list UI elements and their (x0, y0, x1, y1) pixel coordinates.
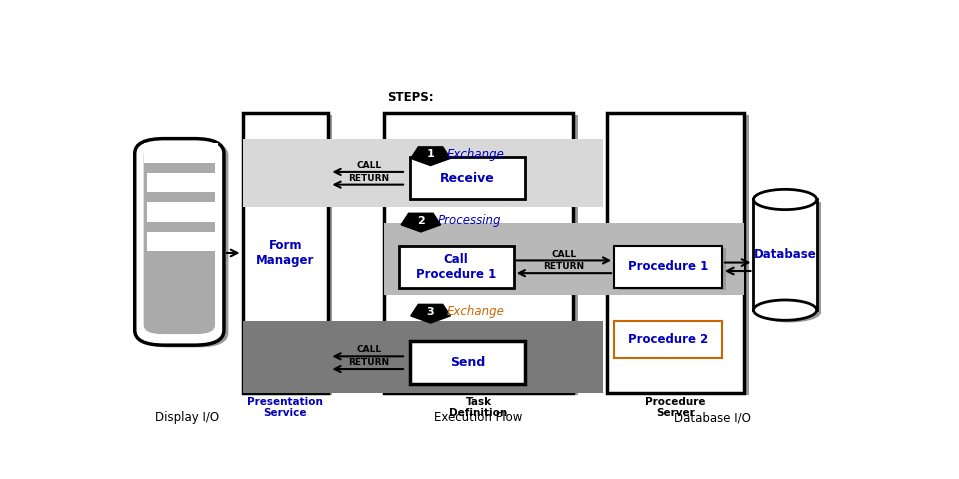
FancyBboxPatch shape (384, 223, 744, 296)
FancyBboxPatch shape (243, 138, 603, 207)
Text: Database I/O: Database I/O (674, 411, 751, 424)
Text: Exchange: Exchange (447, 305, 504, 318)
Text: RETURN: RETURN (348, 358, 389, 367)
Text: Send: Send (450, 356, 485, 369)
FancyBboxPatch shape (147, 173, 215, 192)
FancyBboxPatch shape (409, 342, 525, 384)
FancyBboxPatch shape (384, 113, 573, 393)
Text: STEPS:: STEPS: (387, 91, 434, 103)
Text: Exchange: Exchange (447, 148, 504, 160)
Ellipse shape (758, 302, 821, 322)
FancyBboxPatch shape (614, 321, 722, 358)
Text: Display I/O: Display I/O (154, 411, 219, 424)
Text: 1: 1 (427, 149, 434, 160)
Text: Form
Manager: Form Manager (256, 239, 315, 267)
FancyBboxPatch shape (409, 157, 525, 199)
Text: Call
Procedure 1: Call Procedure 1 (416, 253, 497, 281)
Text: Procedure 1: Procedure 1 (628, 260, 708, 274)
FancyBboxPatch shape (147, 203, 215, 222)
Text: Task
Definition: Task Definition (450, 397, 507, 418)
FancyBboxPatch shape (619, 248, 726, 290)
Text: Execution Flow: Execution Flow (434, 411, 523, 424)
Text: 3: 3 (427, 307, 434, 317)
FancyBboxPatch shape (614, 246, 722, 288)
Text: 2: 2 (417, 216, 425, 226)
Text: Receive: Receive (440, 172, 495, 185)
FancyBboxPatch shape (388, 115, 577, 395)
Text: Procedure 2: Procedure 2 (628, 333, 708, 346)
FancyBboxPatch shape (247, 115, 333, 395)
Text: RETURN: RETURN (544, 262, 585, 271)
Bar (758, 202, 821, 312)
Text: Database: Database (754, 248, 816, 262)
FancyBboxPatch shape (243, 113, 328, 393)
Text: Presentation
Service: Presentation Service (247, 397, 323, 418)
FancyBboxPatch shape (144, 146, 215, 334)
FancyBboxPatch shape (611, 115, 749, 395)
Text: CALL: CALL (551, 250, 576, 259)
Ellipse shape (754, 300, 817, 320)
Text: Processing: Processing (437, 214, 501, 227)
FancyBboxPatch shape (147, 232, 215, 251)
Text: CALL: CALL (357, 161, 382, 170)
Ellipse shape (754, 189, 817, 210)
FancyBboxPatch shape (134, 138, 223, 345)
Text: CALL: CALL (357, 345, 382, 354)
Bar (754, 199, 817, 310)
FancyBboxPatch shape (607, 113, 744, 393)
Text: RETURN: RETURN (348, 174, 389, 183)
FancyBboxPatch shape (399, 246, 514, 288)
FancyBboxPatch shape (243, 321, 603, 393)
FancyBboxPatch shape (144, 143, 218, 162)
FancyBboxPatch shape (139, 141, 228, 347)
Text: Procedure
Server: Procedure Server (645, 397, 706, 418)
